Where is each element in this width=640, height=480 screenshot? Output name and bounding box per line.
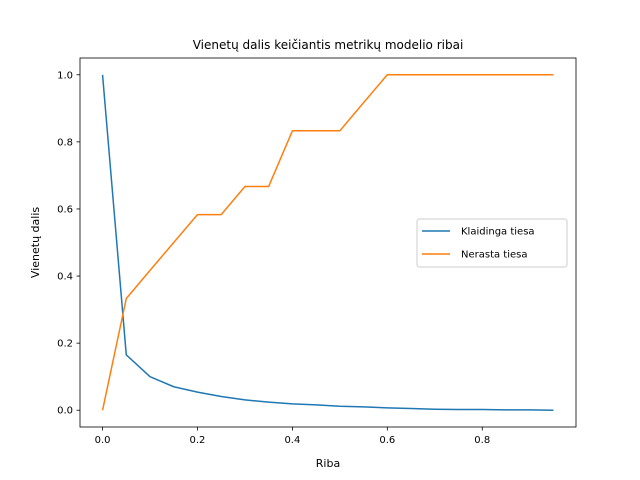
x-tick-label: 0.8 [474, 435, 490, 446]
x-tick-label: 0.6 [379, 435, 395, 446]
x-tick-label: 0.0 [95, 435, 111, 446]
series-line-1 [101, 74, 554, 411]
y-tick-label: 0.4 [57, 272, 73, 283]
axis-ticks: 0.0 0.2 0.4 0.6 0.8 0.0 0.2 0.4 0.6 0.8 1.0 [57, 70, 490, 446]
series-line-2 [101, 74, 554, 411]
legend-frame [416, 218, 568, 268]
y-axis-label: Vienetų dalis [29, 207, 42, 278]
plot-area [79, 57, 577, 428]
chart-title: Vienetų dalis keičiantis metrikų modelio… [193, 38, 464, 52]
y-tick-label: 0.2 [57, 339, 73, 350]
y-tick-label: 0.0 [57, 406, 73, 417]
y-tick-label: 1.0 [57, 70, 73, 81]
x-axis-label: Riba [316, 457, 340, 470]
y-tick-label: 0.8 [57, 137, 73, 148]
x-tick-label: 0.4 [284, 435, 300, 446]
legend-entry: Nerasta tiesa [461, 250, 528, 261]
legend-entry: Klaidinga tiesa [461, 227, 535, 238]
series-lines [101, 74, 554, 411]
legend: Klaidinga tiesa Nerasta tiesa [416, 218, 568, 268]
y-tick-label: 0.6 [57, 204, 73, 215]
x-tick-label: 0.2 [190, 435, 206, 446]
